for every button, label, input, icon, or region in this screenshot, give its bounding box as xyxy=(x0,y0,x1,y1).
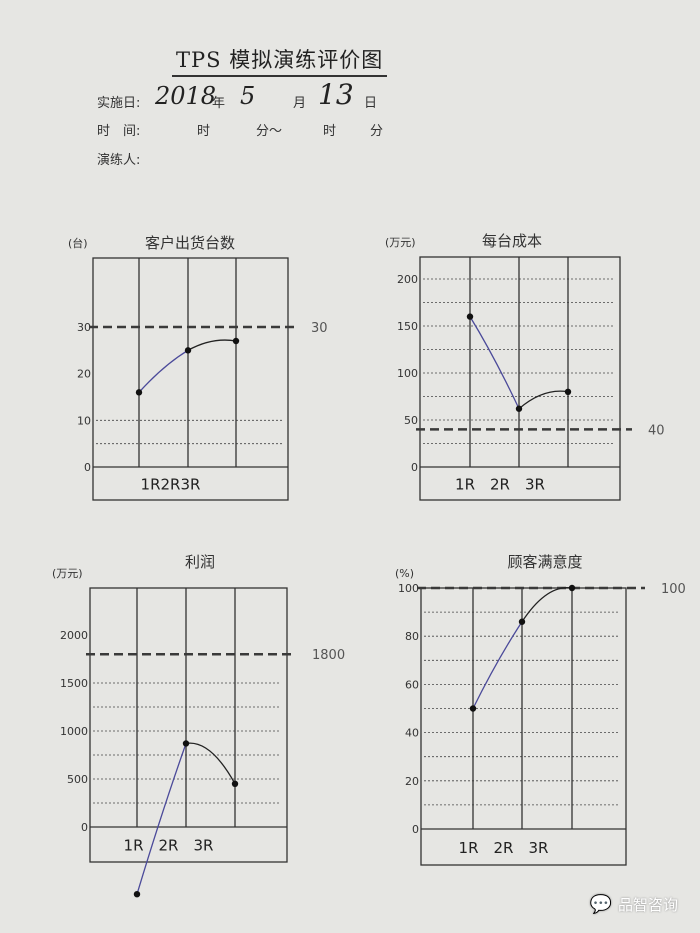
y-tick-label: 100 xyxy=(398,582,419,595)
y-tick-label: 50 xyxy=(404,414,418,427)
month-value: 5 xyxy=(240,82,256,110)
day-unit: 日 xyxy=(364,96,378,111)
y-tick-label: 20 xyxy=(405,775,419,788)
y-tick-label: 0 xyxy=(412,823,419,836)
y-tick-label: 1500 xyxy=(60,677,88,690)
y-axis-unit: (万元) xyxy=(385,236,416,249)
series-segment xyxy=(518,390,569,410)
y-tick-label: 2000 xyxy=(60,629,88,642)
x-category-labels: 1R 2R 3R xyxy=(455,476,545,494)
y-tick-label: 0 xyxy=(84,461,91,474)
hour-unit-start: 时 xyxy=(197,124,211,139)
y-tick-label: 200 xyxy=(397,273,418,286)
y-axis-unit: (台) xyxy=(68,236,88,250)
y-tick-label: 0 xyxy=(411,461,418,474)
series-segment xyxy=(469,316,520,409)
month-unit: 月 xyxy=(293,96,307,111)
data-point xyxy=(135,389,143,396)
series-segment xyxy=(521,586,573,623)
series-segment xyxy=(185,742,236,785)
x-category-labels: 1R 2R 3R xyxy=(459,839,549,857)
data-point xyxy=(466,313,474,320)
data-point xyxy=(515,405,523,412)
y-tick-label: 60 xyxy=(405,678,419,691)
y-tick-label: 100 xyxy=(397,367,418,380)
target-label: 100 xyxy=(661,582,686,597)
y-tick-label: 40 xyxy=(405,727,419,740)
chart-title: 客户出货台数 xyxy=(145,234,235,252)
y-axis-unit: (%) xyxy=(395,567,414,580)
data-point xyxy=(184,347,192,354)
y-tick-label: 500 xyxy=(67,773,88,786)
target-label: 40 xyxy=(648,423,665,438)
data-point xyxy=(232,337,240,345)
minute-unit-start: 分～ xyxy=(256,124,283,139)
person-label: 演练人: xyxy=(97,153,141,168)
target-label: 30 xyxy=(311,321,328,336)
date-label: 实施日: xyxy=(97,96,141,111)
x-category-labels: 1R 2R 3R xyxy=(124,837,214,855)
minute-unit-end: 分 xyxy=(370,124,384,139)
day-value: 13 xyxy=(318,78,354,111)
y-tick-label: 150 xyxy=(397,320,418,333)
target-label: 1800 xyxy=(312,648,345,663)
y-tick-label: 10 xyxy=(77,414,91,427)
watermark-text: 品智咨询 xyxy=(617,896,678,914)
y-tick-label: 1000 xyxy=(60,725,88,738)
data-point xyxy=(564,388,572,395)
y-tick-label: 20 xyxy=(77,368,91,381)
data-point xyxy=(469,705,477,712)
series-segment xyxy=(472,621,523,709)
series-segment xyxy=(138,349,189,393)
year-unit: 年 xyxy=(212,96,226,111)
data-point xyxy=(182,740,190,747)
watermark: 💬 品智咨询 xyxy=(590,894,678,915)
wechat-icon: 💬 xyxy=(589,894,612,915)
chart-title: 顾客满意度 xyxy=(507,553,582,571)
series-segment xyxy=(187,339,237,351)
y-tick-label: 80 xyxy=(405,630,419,643)
chart-frame xyxy=(89,587,288,863)
data-point xyxy=(568,584,576,592)
year-value: 2018 xyxy=(155,82,217,110)
chart-title: 每台成本 xyxy=(482,232,542,250)
chart-frame xyxy=(420,587,627,866)
data-point xyxy=(518,618,526,625)
chart-frame xyxy=(92,257,289,501)
chart-frame xyxy=(419,256,621,501)
chart-title: 利润 xyxy=(185,553,215,571)
y-axis-unit: (万元) xyxy=(52,567,83,580)
x-category-labels: 1R2R3R xyxy=(141,476,201,494)
y-tick-label: 30 xyxy=(77,321,91,334)
hour-unit-end: 时 xyxy=(323,124,337,139)
data-point xyxy=(231,780,239,787)
y-tick-label: 0 xyxy=(81,821,88,834)
data-point xyxy=(133,891,141,898)
page-title: TPS 模拟演练评价图 xyxy=(172,44,388,77)
series-segment xyxy=(136,743,187,895)
time-label: 时 间: xyxy=(97,124,141,139)
